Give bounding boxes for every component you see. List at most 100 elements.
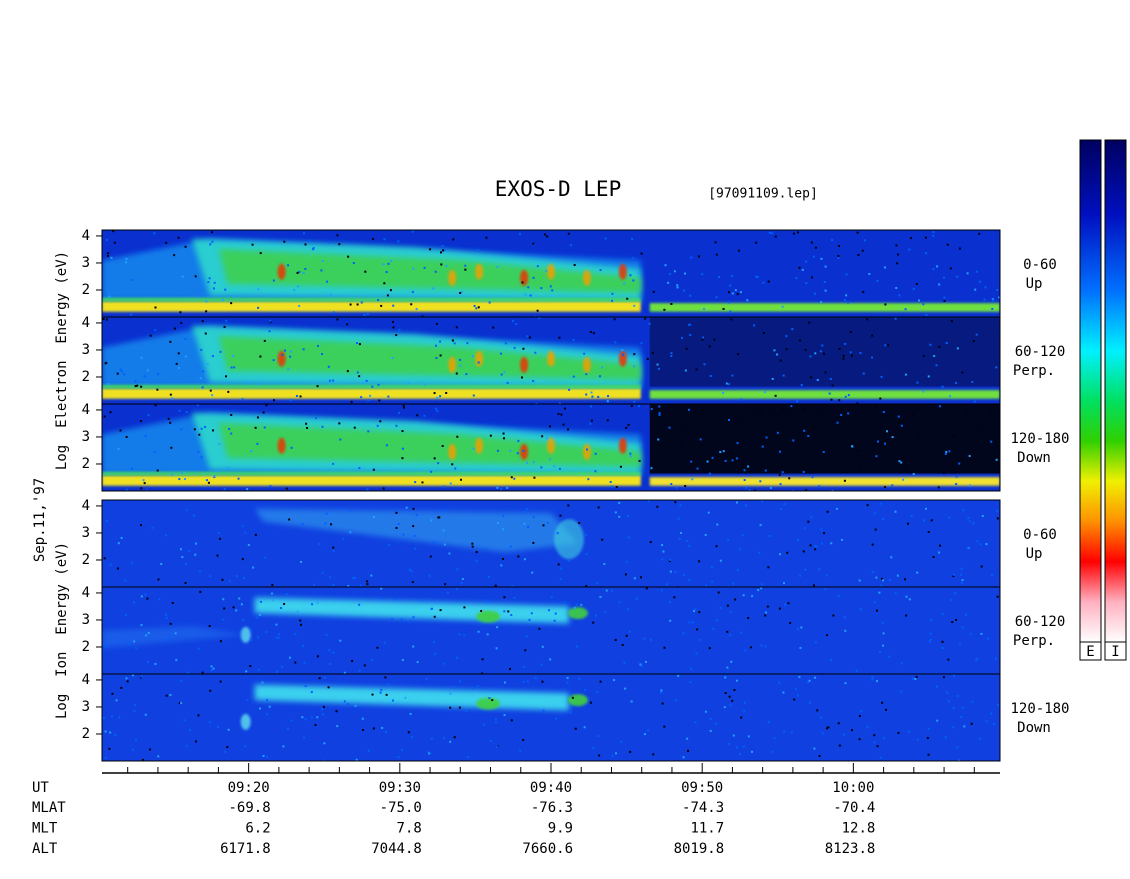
y-tick-label: 4 (82, 498, 90, 514)
speckle (458, 633, 461, 636)
speckle (332, 462, 335, 465)
panel-group: 2340-60Up23460-120Perp.234120-180DownLog… (54, 228, 1070, 492)
speckle (953, 674, 956, 677)
speckle (184, 355, 187, 358)
speckle (917, 299, 920, 302)
speckle (682, 632, 685, 635)
speckle (932, 268, 935, 271)
speckle (257, 306, 260, 309)
speckle (271, 599, 274, 602)
speckle (881, 701, 884, 704)
speckle (429, 608, 432, 611)
direction-label: Perp. (1013, 363, 1055, 379)
speckle (632, 257, 635, 260)
speckle (276, 670, 279, 673)
speckle (890, 556, 893, 559)
speckle (378, 399, 381, 402)
intensity-blob (618, 350, 627, 367)
spectrogram-image (102, 500, 1000, 587)
speckle (715, 722, 718, 725)
speckle (704, 533, 707, 536)
speckle (879, 502, 882, 505)
speckle (306, 426, 309, 429)
speckle (526, 461, 529, 464)
speckle (223, 488, 226, 491)
speckle (728, 383, 731, 386)
speckle (699, 438, 702, 441)
speckle (764, 469, 767, 472)
speckle (824, 289, 827, 292)
speckle (785, 335, 788, 338)
speckle (144, 435, 147, 438)
speckle (724, 459, 727, 462)
speckle (944, 452, 947, 455)
speckle (668, 272, 671, 275)
speckle (208, 721, 211, 724)
speckle (246, 488, 249, 491)
speckle (679, 504, 682, 507)
speckle (607, 394, 610, 397)
speckle (882, 579, 885, 582)
speckle (486, 600, 489, 603)
speckle (761, 500, 764, 503)
speckle (142, 479, 145, 482)
speckle (212, 667, 215, 670)
speckle (491, 699, 494, 702)
speckle (776, 353, 779, 356)
speckle (110, 715, 113, 718)
speckle (722, 392, 725, 395)
speckle (257, 383, 260, 386)
speckle (210, 665, 213, 668)
speckle (154, 404, 157, 407)
speckle (275, 623, 278, 626)
intensity-blob (240, 713, 251, 730)
speckle (217, 725, 220, 728)
speckle (443, 509, 446, 512)
speckle (674, 570, 677, 573)
speckle (120, 536, 123, 539)
speckle (171, 473, 174, 476)
speckle (981, 514, 984, 517)
speckle (688, 621, 691, 624)
speckle (949, 395, 952, 398)
speckle (443, 543, 446, 546)
speckle (398, 328, 401, 331)
speckle (701, 273, 704, 276)
speckle (447, 591, 450, 594)
speckle (722, 450, 725, 453)
speckle (842, 733, 845, 736)
colorbar-i: I (1104, 139, 1127, 661)
speckle (408, 620, 411, 623)
speckle (536, 309, 539, 312)
speckle (250, 450, 253, 453)
speckle (304, 267, 307, 270)
speckle (332, 546, 335, 549)
speckle (662, 550, 665, 553)
speckle (425, 678, 428, 681)
speckle (665, 583, 668, 586)
speckle (130, 313, 133, 316)
speckle (979, 280, 982, 283)
speckle (629, 455, 632, 458)
speckle (411, 581, 414, 584)
speckle (917, 432, 920, 435)
speckle (405, 506, 408, 509)
speckle (748, 489, 751, 491)
speckle (421, 599, 424, 602)
speckle (553, 619, 556, 622)
speckle (379, 691, 382, 694)
speckle (629, 274, 632, 277)
speckle (332, 550, 335, 553)
speckle (136, 384, 139, 387)
speckle (751, 407, 754, 410)
speckle (430, 737, 433, 740)
speckle (908, 248, 911, 251)
speckle (843, 299, 846, 302)
speckle (481, 672, 484, 674)
x-tick-label: 10:00 (832, 780, 874, 796)
speckle (135, 647, 138, 650)
speckle (455, 372, 458, 375)
speckle (598, 754, 601, 757)
speckle (147, 661, 150, 664)
speckle (147, 414, 150, 417)
